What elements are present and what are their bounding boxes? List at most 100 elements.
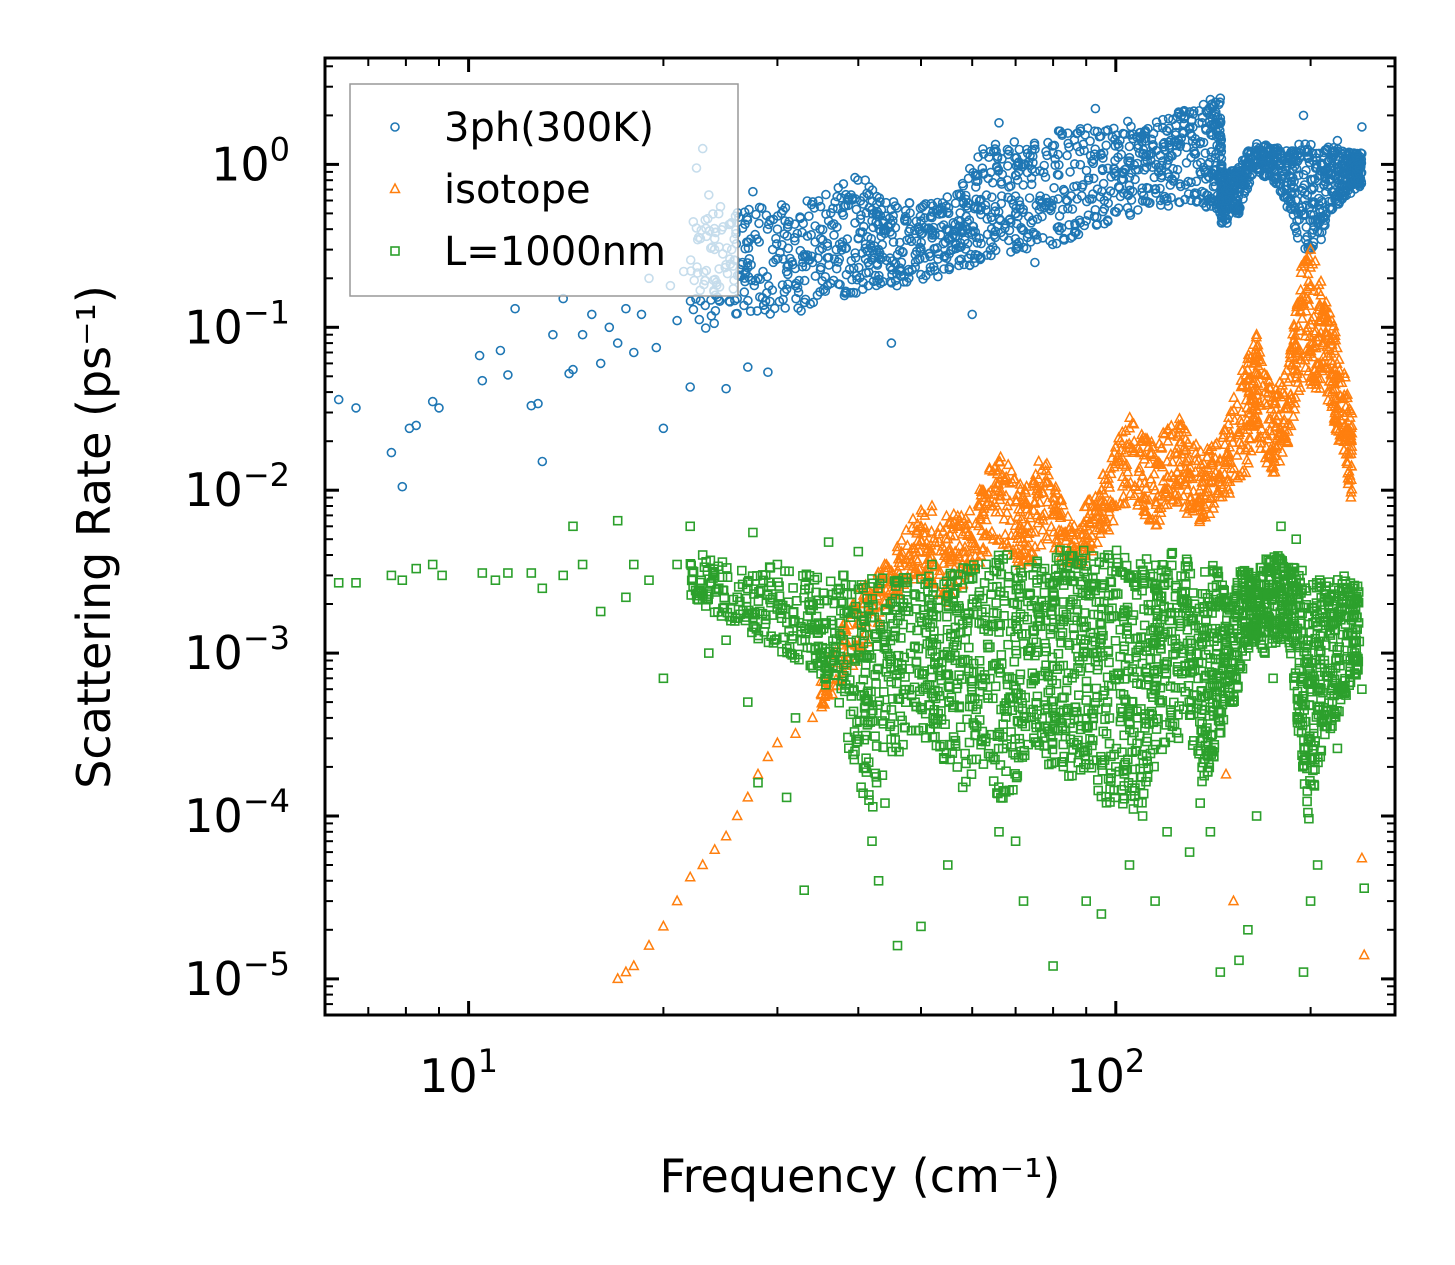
data-point [1041, 532, 1054, 544]
data-point [793, 303, 803, 313]
data-point [1189, 190, 1200, 200]
data-point [857, 248, 868, 258]
data-point [959, 551, 971, 563]
data-point [947, 244, 958, 255]
data-point [756, 203, 767, 213]
data-point [1163, 113, 1174, 124]
data-point [1000, 489, 1012, 501]
data-point [864, 202, 875, 213]
data-point [1049, 183, 1059, 193]
data-point [846, 255, 857, 266]
data-point [996, 191, 1007, 201]
data-point [1164, 137, 1174, 148]
data-point [1033, 495, 1046, 507]
data-point [1184, 107, 1195, 117]
data-point [1228, 175, 1239, 185]
data-point [1258, 170, 1269, 181]
data-point [1329, 146, 1339, 156]
data-point [1126, 195, 1137, 205]
data-point [896, 257, 907, 268]
data-point [740, 276, 750, 287]
data-point [739, 287, 750, 297]
data-point [1252, 163, 1263, 173]
data-point [1089, 149, 1100, 159]
data-point [1072, 194, 1082, 204]
data-point [1148, 128, 1159, 139]
data-point [813, 196, 824, 206]
data-point [859, 192, 869, 202]
data-point [1124, 180, 1135, 191]
data-point [763, 367, 773, 378]
data-point [767, 244, 778, 255]
data-point [1083, 210, 1094, 220]
data-point [1243, 146, 1253, 157]
data-point [844, 264, 855, 275]
data-point [1097, 165, 1108, 176]
data-point [1174, 179, 1185, 189]
data-point [1075, 146, 1085, 157]
data-point [1327, 148, 1338, 158]
data-point [1005, 217, 1016, 228]
data-point [1215, 93, 1226, 103]
data-point [1121, 465, 1134, 477]
data-point [1222, 218, 1232, 228]
data-point [685, 296, 696, 306]
data-point [1141, 162, 1152, 173]
data-point [956, 527, 969, 539]
data-point [1147, 162, 1158, 172]
data-point [1118, 475, 1131, 487]
data-point [901, 276, 912, 287]
data-point [1031, 200, 1042, 211]
data-point [782, 222, 793, 232]
data-point [955, 509, 968, 521]
data-point [805, 299, 816, 309]
data-point [1121, 477, 1134, 489]
data-point [1092, 126, 1103, 137]
data-point [1292, 227, 1302, 238]
data-point [1082, 123, 1093, 133]
data-point [1107, 514, 1119, 526]
data-point [1087, 194, 1097, 204]
data-point [1137, 130, 1148, 141]
data-point [977, 484, 990, 496]
data-point [975, 253, 985, 263]
data-point [1291, 164, 1302, 174]
data-point [1215, 130, 1226, 141]
data-point [1125, 210, 1136, 220]
data-point [1319, 212, 1330, 223]
data-point [946, 522, 959, 534]
data-point [910, 562, 922, 574]
data-point [783, 243, 794, 254]
data-point [815, 233, 826, 244]
data-point [1090, 523, 1102, 535]
data-point [816, 696, 828, 708]
data-point [1332, 135, 1343, 146]
data-point [1320, 173, 1330, 184]
data-point [1010, 493, 1023, 505]
data-point [837, 237, 848, 247]
data-point [1326, 204, 1337, 215]
data-point [771, 233, 781, 244]
data-point [904, 233, 915, 244]
data-point [1078, 500, 1091, 512]
data-point [1217, 216, 1228, 227]
data-point [1186, 152, 1196, 163]
data-point [845, 287, 856, 298]
data-point [964, 504, 976, 516]
data-point [984, 484, 997, 496]
data-point [828, 219, 839, 229]
data-point [751, 209, 761, 220]
data-point [746, 259, 756, 270]
data-point [1141, 149, 1152, 160]
data-point [928, 531, 940, 543]
data-point [878, 252, 888, 263]
data-point [1103, 216, 1113, 227]
data-point [992, 463, 1004, 475]
data-point [1115, 135, 1125, 146]
data-point [1022, 148, 1033, 159]
data-point [1111, 171, 1121, 181]
data-point [533, 398, 543, 409]
data-point [1054, 225, 1065, 236]
data-point [1102, 477, 1115, 488]
data-point [998, 512, 1010, 524]
